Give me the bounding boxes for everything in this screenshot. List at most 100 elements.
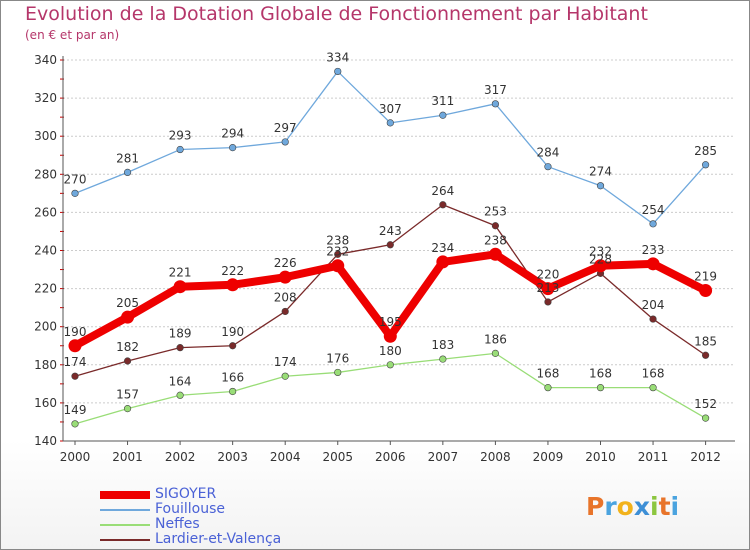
data-label: 294	[221, 127, 244, 141]
data-point	[123, 357, 132, 365]
data-point	[649, 220, 657, 228]
data-point	[596, 384, 605, 392]
data-point	[594, 259, 607, 273]
x-tick-label: 2010	[585, 450, 616, 464]
legend-label: Fouillouse	[155, 501, 226, 517]
data-label: 243	[379, 224, 402, 238]
data-label: 311	[431, 94, 454, 108]
chart-subtitle: (en € et par an)	[25, 28, 120, 42]
y-tick-label: 240	[34, 244, 57, 258]
data-label: 208	[274, 290, 297, 304]
data-label: 220	[536, 268, 559, 282]
y-tick-label: 160	[34, 396, 57, 410]
logo-letter: i	[650, 492, 659, 521]
data-label: 274	[589, 165, 612, 179]
legend-swatch	[100, 539, 150, 541]
logo-letter: t	[658, 492, 671, 521]
data-label: 168	[642, 367, 665, 381]
data-label: 222	[221, 264, 244, 278]
data-label: 233	[642, 243, 665, 257]
legend-label: Lardier-et-Valença	[155, 531, 282, 547]
data-label: 168	[536, 367, 559, 381]
data-point	[699, 284, 713, 298]
data-label: 204	[642, 298, 665, 312]
data-point	[491, 222, 500, 230]
data-label: 334	[326, 50, 349, 64]
data-point	[491, 349, 500, 357]
x-tick-label: 2005	[322, 450, 353, 464]
data-label: 180	[379, 344, 402, 358]
data-point	[334, 250, 342, 258]
data-point	[439, 111, 447, 119]
data-label: 195	[379, 315, 402, 329]
x-tick-label: 2002	[165, 450, 196, 464]
y-tick-label: 180	[34, 358, 57, 372]
x-tick-label: 2011	[638, 450, 669, 464]
data-point	[176, 391, 184, 399]
data-label: 297	[274, 121, 297, 135]
data-point	[701, 414, 710, 422]
data-point	[386, 361, 394, 369]
legend-label: Neffes	[155, 516, 200, 532]
data-point	[334, 368, 342, 377]
data-label: 164	[169, 374, 192, 388]
data-label: 166	[221, 370, 244, 384]
data-point	[229, 144, 237, 152]
x-tick-label: 2004	[270, 450, 301, 464]
data-point	[226, 278, 240, 292]
data-label: 183	[431, 338, 454, 352]
data-point	[701, 161, 710, 169]
data-label: 221	[169, 266, 192, 280]
data-point	[649, 384, 657, 392]
logo-letter: x	[633, 492, 650, 521]
data-label: 270	[64, 172, 87, 186]
data-label: 176	[326, 351, 349, 365]
data-label: 232	[326, 245, 349, 259]
legend-label: SIGOYER	[155, 486, 217, 502]
plot-area	[63, 56, 735, 441]
logo-letter: i	[670, 492, 680, 521]
logo-letter: P	[586, 492, 605, 521]
y-tick-label: 280	[34, 167, 57, 181]
x-tick-label: 2003	[217, 450, 248, 464]
data-label: 168	[589, 367, 612, 381]
data-label: 189	[169, 327, 192, 341]
y-tick-label: 200	[34, 320, 57, 334]
legend-swatch	[100, 491, 150, 499]
chart-title: Evolution de la Dotation Globale de Fonc…	[25, 3, 648, 25]
data-point	[544, 384, 552, 392]
data-point	[544, 163, 552, 171]
y-tick-label: 340	[34, 53, 57, 67]
data-point	[173, 280, 187, 294]
data-point	[68, 339, 82, 353]
data-label: 219	[694, 270, 717, 284]
x-tick-label: 2000	[60, 450, 91, 464]
data-point	[71, 372, 79, 380]
data-point	[334, 67, 342, 76]
data-label: 264	[431, 184, 454, 198]
data-point	[123, 168, 132, 176]
data-point	[383, 329, 397, 343]
data-label: 253	[484, 205, 507, 219]
data-label: 226	[274, 256, 297, 270]
data-label: 152	[694, 397, 717, 411]
data-point	[439, 201, 447, 209]
data-label: 149	[64, 403, 87, 417]
logo-letter: o	[616, 492, 634, 521]
legend-swatch	[100, 524, 150, 526]
data-point	[386, 119, 394, 127]
x-tick-label: 2007	[428, 450, 459, 464]
data-point	[281, 138, 289, 146]
data-label: 285	[694, 144, 717, 158]
data-point	[123, 405, 132, 413]
y-tick-label: 320	[34, 91, 57, 105]
data-label: 185	[694, 334, 717, 348]
y-tick-label: 300	[34, 129, 57, 143]
data-point	[176, 344, 184, 352]
data-point	[646, 257, 660, 271]
data-point	[278, 270, 292, 284]
data-label: 157	[116, 388, 139, 402]
data-point	[229, 387, 237, 396]
data-point	[488, 247, 502, 261]
